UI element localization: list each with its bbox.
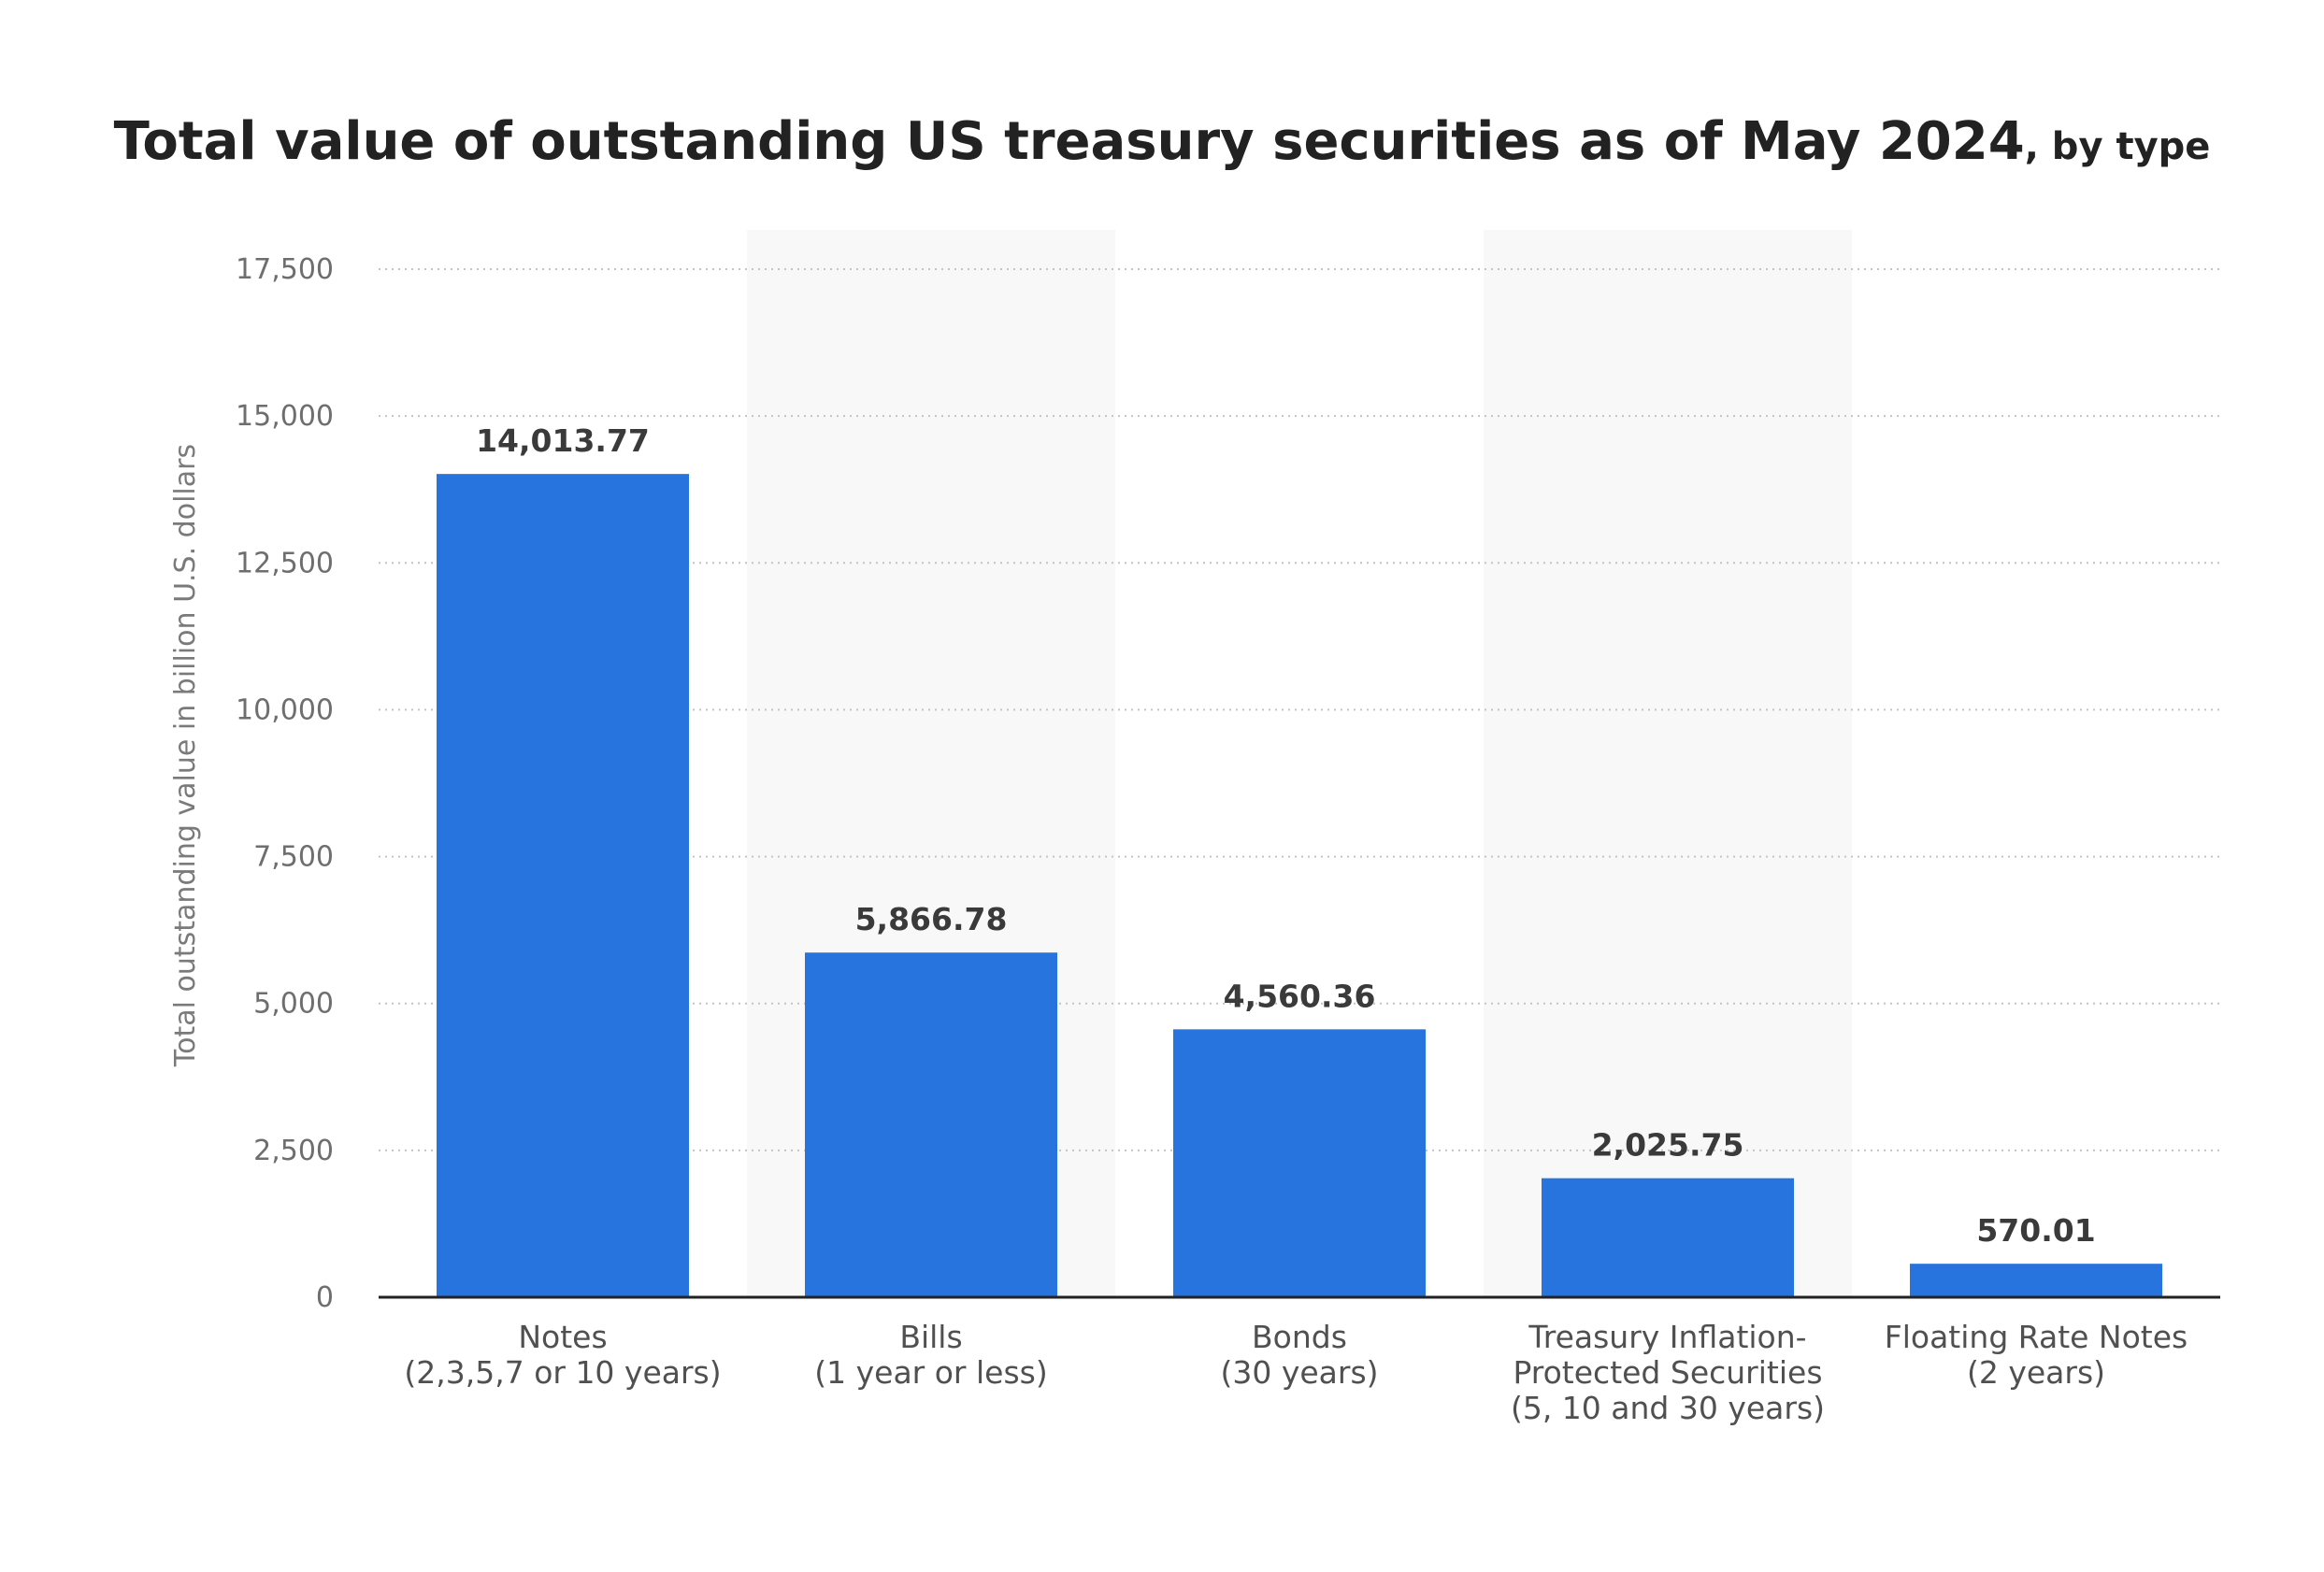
y-tick-label: 5,000: [253, 988, 334, 1021]
x-tick-label: Floating Rate Notes (2 years): [1885, 1319, 2188, 1391]
y-tick-label: 2,500: [253, 1135, 334, 1167]
bars: [437, 474, 2162, 1297]
y-axis-ticks: 0 2,500 5,000 7,500 10,000 12,500 15,000 17,500: [236, 253, 334, 1314]
y-tick-label: 15,000: [236, 400, 334, 433]
y-axis-title: Total outstanding value in billion U.S. …: [169, 444, 202, 1067]
data-label: 2,025.75: [1592, 1127, 1744, 1164]
band-3: [1484, 230, 1852, 1297]
data-labels: 14,013.77 5,866.78 4,560.36 2,025.75 570.01: [476, 422, 2096, 1249]
y-tick-label: 12,500: [236, 547, 334, 579]
bar[interactable]: [805, 952, 1057, 1297]
bar[interactable]: [437, 474, 689, 1297]
data-label: 4,560.36: [1224, 978, 1376, 1014]
data-label: 570.01: [1976, 1212, 2095, 1249]
x-tick-label: Bills (1 year or less): [814, 1319, 1047, 1391]
bar[interactable]: [1910, 1264, 2162, 1297]
bar[interactable]: [1173, 1029, 1426, 1297]
y-tick-label: 0: [316, 1281, 334, 1314]
data-label: 5,866.78: [855, 901, 1008, 937]
bar[interactable]: [1542, 1178, 1794, 1297]
x-tick-label: Notes (2,3,5,7 or 10 years): [404, 1319, 721, 1391]
y-tick-label: 17,500: [236, 253, 334, 286]
category-labels: Notes (2,3,5,7 or 10 years) Bills (1 year o…: [404, 1319, 2188, 1426]
y-tick-label: 10,000: [236, 693, 334, 726]
chart-title-main: Total value of outstanding US treasury s…: [113, 111, 2025, 172]
x-tick-label: Bonds (30 years): [1220, 1319, 1378, 1391]
x-tick-label: Treasury Inflation-Protected Securities(…: [1511, 1319, 1825, 1426]
chart-subtitle: , by type: [2024, 125, 2211, 168]
data-label: 14,013.77: [476, 422, 650, 459]
chart-title: Total value of outstanding US treasury s…: [0, 105, 2324, 184]
y-tick-label: 7,500: [253, 841, 334, 874]
